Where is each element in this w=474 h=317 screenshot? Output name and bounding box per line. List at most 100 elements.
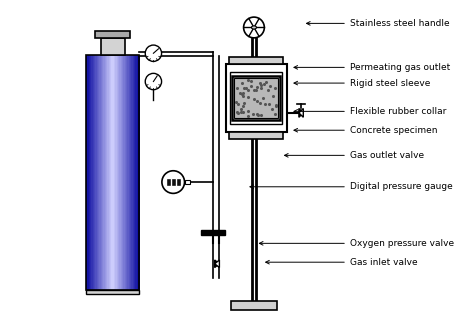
Point	[256, 101, 264, 106]
Bar	[226, 64, 287, 132]
Point	[232, 100, 240, 105]
Bar	[133, 55, 135, 290]
Bar	[91, 55, 93, 290]
Bar	[232, 76, 280, 120]
Point	[270, 93, 277, 98]
Text: Gas outlet valve: Gas outlet valve	[284, 151, 424, 160]
Point	[271, 112, 279, 117]
Bar	[86, 289, 139, 294]
Circle shape	[145, 45, 162, 61]
Text: Permeating gas outlet: Permeating gas outlet	[294, 63, 450, 72]
Point	[240, 101, 248, 106]
Bar	[110, 55, 112, 290]
Point	[252, 87, 260, 93]
Bar	[99, 55, 101, 290]
Point	[245, 109, 252, 114]
Bar	[125, 55, 127, 290]
Point	[239, 91, 246, 96]
Bar	[86, 55, 139, 290]
Bar	[123, 55, 125, 290]
Point	[260, 81, 268, 86]
Point	[238, 80, 246, 85]
Bar	[184, 180, 190, 184]
Bar	[114, 55, 116, 290]
Bar	[128, 55, 130, 290]
Polygon shape	[299, 108, 303, 117]
Bar	[100, 37, 125, 55]
Bar	[122, 55, 124, 290]
Bar	[134, 55, 136, 290]
Point	[259, 96, 267, 101]
Text: Flexible rubber collar: Flexible rubber collar	[294, 107, 446, 116]
Bar	[201, 230, 225, 235]
Bar	[90, 55, 92, 290]
Point	[245, 95, 252, 100]
Point	[272, 102, 280, 107]
Point	[233, 86, 241, 91]
Point	[239, 104, 247, 109]
Bar	[126, 55, 128, 290]
Point	[272, 85, 279, 90]
Bar	[92, 55, 94, 290]
Point	[254, 84, 261, 89]
Bar	[130, 55, 132, 290]
Bar	[234, 78, 278, 118]
Point	[255, 113, 262, 118]
Polygon shape	[215, 260, 219, 268]
Circle shape	[145, 73, 162, 90]
Point	[234, 102, 242, 107]
Bar	[97, 55, 99, 290]
Text: Gas inlet valve: Gas inlet valve	[266, 258, 418, 267]
Polygon shape	[299, 108, 303, 117]
Bar	[95, 31, 130, 37]
Text: Digital pressure gauge: Digital pressure gauge	[250, 182, 453, 191]
Point	[240, 86, 247, 91]
Point	[262, 79, 270, 84]
Bar	[102, 55, 104, 290]
Bar	[138, 55, 140, 290]
Point	[239, 110, 247, 115]
Text: Concrete specimen: Concrete specimen	[294, 126, 438, 135]
Bar	[111, 55, 113, 290]
Text: Rigid steel sleeve: Rigid steel sleeve	[294, 79, 430, 87]
Bar	[229, 57, 283, 64]
Bar	[106, 55, 108, 290]
Bar	[131, 55, 133, 290]
Point	[250, 111, 257, 116]
Bar	[107, 55, 109, 290]
Circle shape	[162, 171, 184, 193]
Point	[268, 107, 275, 112]
Point	[253, 111, 261, 116]
Point	[236, 90, 243, 95]
Point	[234, 110, 241, 115]
Bar	[120, 55, 123, 290]
Point	[272, 104, 280, 109]
Bar	[95, 55, 97, 290]
Bar	[94, 55, 96, 290]
Point	[257, 112, 264, 117]
Point	[254, 98, 261, 103]
Text: Stainless steel handle: Stainless steel handle	[307, 19, 449, 28]
Point	[237, 109, 244, 114]
Ellipse shape	[251, 26, 256, 29]
Bar	[166, 179, 170, 185]
Bar	[119, 55, 121, 290]
Point	[242, 86, 250, 91]
Bar	[112, 55, 115, 290]
Point	[257, 82, 264, 87]
Bar	[137, 55, 138, 290]
Bar	[115, 55, 117, 290]
Point	[247, 78, 255, 83]
Circle shape	[244, 17, 264, 38]
Point	[251, 88, 258, 93]
Point	[238, 92, 246, 97]
Bar	[135, 55, 137, 290]
Bar	[231, 301, 277, 310]
Point	[234, 111, 242, 116]
Bar	[127, 55, 129, 290]
Bar	[117, 55, 118, 290]
Point	[245, 87, 252, 92]
Text: Oxygen pressure valve: Oxygen pressure valve	[259, 239, 454, 248]
Polygon shape	[215, 260, 219, 268]
Bar	[98, 55, 100, 290]
